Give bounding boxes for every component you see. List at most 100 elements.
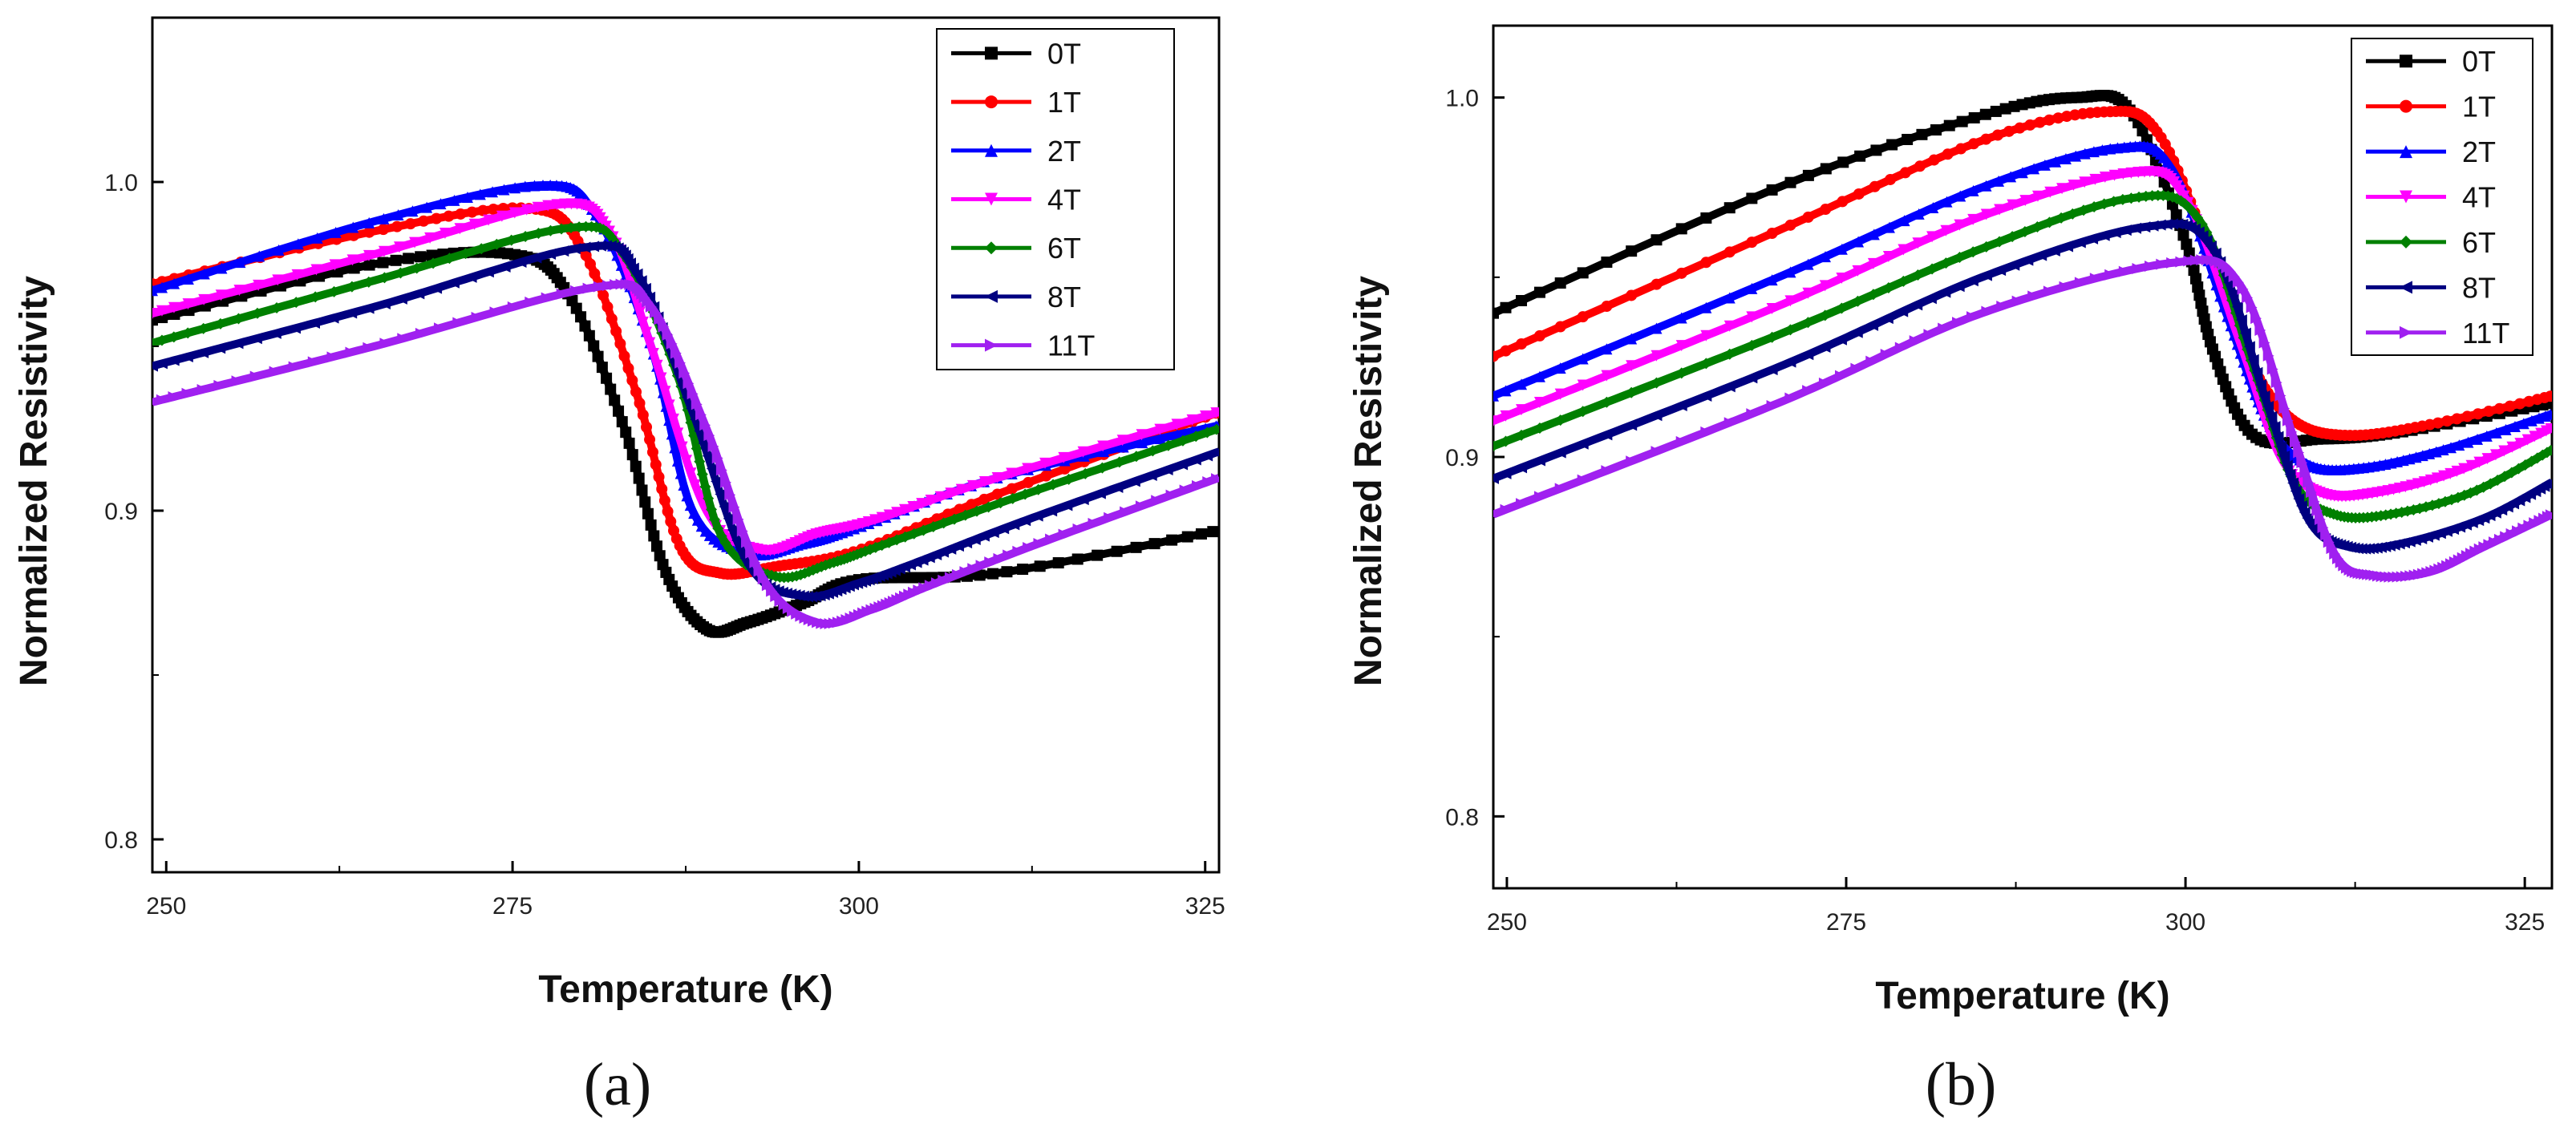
- data-point-11T: [761, 580, 773, 592]
- data-point-2T: [330, 226, 342, 238]
- data-point-11T: [156, 394, 168, 406]
- data-point-8T: [1210, 448, 1219, 457]
- data-point-1T: [2483, 406, 2495, 418]
- data-point-1T: [2432, 417, 2444, 429]
- data-point-11T: [2493, 533, 2505, 545]
- data-point-8T: [1980, 269, 1992, 281]
- data-point-4T: [659, 386, 671, 398]
- data-point-8T: [181, 350, 193, 362]
- data-point-0T: [1052, 557, 1064, 569]
- data-point-11T: [2274, 390, 2286, 402]
- data-point-8T: [2287, 477, 2299, 489]
- data-point-4T: [1700, 329, 1712, 342]
- data-point-6T: [1162, 439, 1174, 451]
- data-point-11T: [1211, 473, 1219, 485]
- data-point-0T: [1930, 124, 1942, 136]
- data-point-8T: [1019, 515, 1031, 527]
- legend: 0T 1T 2T 4T 6T 8T 11T: [2351, 38, 2533, 356]
- data-point-4T: [508, 207, 520, 219]
- data-point-11T: [2246, 301, 2258, 313]
- data-point-6T: [556, 223, 568, 235]
- data-point-11T: [1923, 329, 1935, 341]
- tick-layer: 250 275 300 325 0.8 0.9 1.0: [104, 170, 1225, 920]
- data-point-4T: [689, 479, 701, 491]
- data-point-6T: [1113, 456, 1125, 468]
- data-point-11T: [2320, 529, 2332, 541]
- data-point-2T: [273, 244, 285, 256]
- data-point-6T: [1723, 348, 1736, 360]
- data-point-1T: [1942, 148, 1954, 160]
- data-point-11T: [918, 582, 930, 594]
- data-point-11T: [2278, 402, 2290, 414]
- data-point-4T: [925, 494, 937, 506]
- data-point-2T: [2445, 442, 2457, 454]
- data-point-11T: [2266, 363, 2278, 375]
- data-point-11T: [666, 338, 678, 350]
- data-point-1T: [2461, 410, 2473, 422]
- legend-marker-11T: [985, 338, 998, 352]
- data-point-4T: [2056, 183, 2068, 195]
- data-point-2T: [684, 499, 696, 511]
- data-point-6T: [694, 455, 706, 467]
- data-point-11T: [1784, 392, 1796, 404]
- legend-label: 4T: [2462, 181, 2496, 214]
- data-point-6T: [310, 291, 322, 303]
- data-point-2T: [487, 186, 499, 198]
- data-point-6T: [427, 257, 439, 269]
- data-point-0T: [1001, 566, 1013, 578]
- data-point-8T: [1651, 410, 1663, 422]
- data-point-8T: [2416, 532, 2428, 544]
- data-point-11T: [610, 279, 622, 291]
- data-point-0T: [1999, 103, 2011, 115]
- data-point-2T: [1836, 243, 1848, 255]
- data-point-0T: [1554, 277, 1566, 289]
- data-point-0T: [651, 540, 663, 552]
- data-point-1T: [597, 289, 610, 301]
- data-point-0T: [1166, 534, 1178, 546]
- x-tick-label: 325: [1185, 893, 1225, 920]
- data-point-2T: [2509, 420, 2521, 432]
- data-point-1T: [2003, 125, 2015, 137]
- data-point-11T: [2303, 477, 2315, 489]
- data-point-1T: [626, 374, 638, 386]
- data-point-4T: [1516, 404, 1528, 416]
- data-point-8T: [1008, 519, 1020, 531]
- data-point-8T: [2147, 220, 2159, 232]
- data-point-1T: [2043, 114, 2056, 126]
- data-point-11T: [1894, 342, 1906, 354]
- data-point-4T: [2412, 478, 2424, 490]
- data-point-2T: [1784, 266, 1796, 278]
- data-point-8T: [1835, 334, 1847, 346]
- data-point-0T: [620, 426, 632, 439]
- data-point-11T: [1626, 455, 1638, 467]
- data-point-2T: [2039, 159, 2051, 171]
- data-point-1T: [658, 495, 670, 507]
- data-point-11T: [1554, 483, 1566, 495]
- data-point-8T: [987, 527, 999, 539]
- data-point-8T: [1966, 275, 1979, 287]
- data-point-6T: [899, 531, 911, 543]
- series-layer: [152, 179, 1219, 638]
- data-point-0T: [426, 249, 438, 261]
- data-point-8T: [557, 245, 569, 257]
- data-point-11T: [1996, 300, 2008, 312]
- data-point-4T: [182, 298, 194, 310]
- data-point-11T: [2166, 257, 2178, 269]
- data-point-2T: [2545, 408, 2552, 420]
- data-point-11T: [1818, 377, 1830, 389]
- data-point-4T: [1980, 208, 1992, 220]
- data-point-6T: [1867, 289, 1879, 301]
- data-point-11T: [1938, 322, 1950, 334]
- data-point-11T: [1045, 533, 1057, 545]
- data-point-8T: [1145, 470, 1157, 482]
- data-point-0T: [2188, 265, 2200, 277]
- data-point-6T: [1047, 479, 1059, 491]
- data-point-6T: [2545, 444, 2552, 456]
- data-point-8T: [1675, 400, 1687, 412]
- data-point-4T: [2458, 463, 2470, 475]
- data-point-8T: [2109, 227, 2121, 239]
- data-point-11T: [715, 464, 727, 476]
- data-point-6T: [2116, 193, 2128, 205]
- data-point-8T: [594, 240, 606, 252]
- legend-marker-4T: [985, 192, 998, 206]
